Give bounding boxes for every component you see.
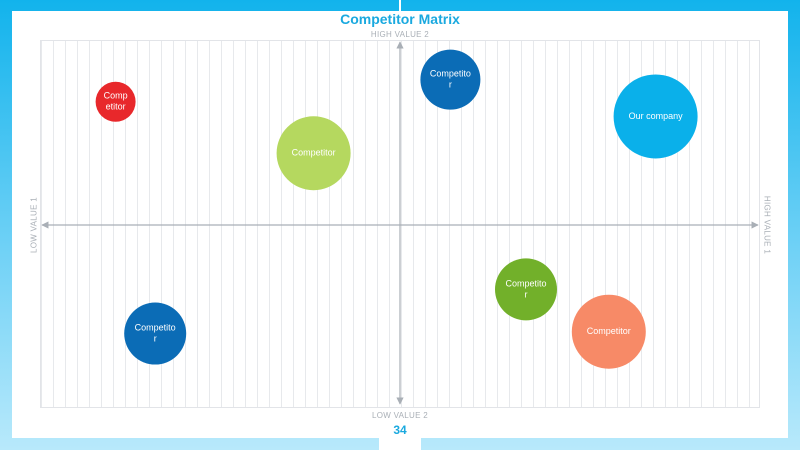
bubble-label: Our company — [629, 111, 684, 121]
bubble-label: etitor — [106, 102, 126, 112]
bubble-circle[interactable] — [276, 116, 351, 191]
bubble-7[interactable]: Competitor — [124, 302, 187, 365]
bubble-label: Competito — [505, 278, 546, 288]
bubble-circle[interactable] — [124, 302, 187, 365]
bubble-circle[interactable] — [571, 294, 646, 369]
axis-label-high-value-2: HIGH VALUE 2 — [370, 30, 430, 39]
bubble-5[interactable]: Competitor — [495, 258, 557, 321]
page-number: 34 — [393, 423, 407, 437]
bubble-1[interactable]: Competitor — [95, 81, 136, 122]
bubble-6[interactable]: Competitor — [571, 294, 646, 369]
bubble-label: r — [449, 80, 452, 90]
axis-label-low-value-2: LOW VALUE 2 — [371, 411, 429, 420]
bubble-label: Competitor — [292, 148, 336, 158]
bubble-circle[interactable] — [95, 81, 136, 122]
page-title: Competitor Matrix — [340, 11, 460, 27]
page-number-tab — [379, 420, 421, 450]
bubble-circle[interactable] — [613, 74, 698, 159]
bubble-4[interactable]: Competitor — [276, 116, 351, 191]
bubble-circle[interactable] — [495, 258, 557, 321]
bubble-circle[interactable] — [420, 49, 481, 110]
bubble-3[interactable]: Our company — [613, 74, 698, 159]
bubble-label: r — [525, 289, 528, 299]
top-divider — [399, 0, 401, 11]
bubble-label: Competito — [430, 69, 471, 79]
bubble-label: Comp — [104, 91, 128, 101]
bubble-label: Competito — [135, 322, 176, 332]
bubble-label: r — [154, 333, 157, 343]
bubble-2[interactable]: Competitor — [420, 49, 481, 110]
bubble-label: Competitor — [587, 326, 631, 336]
